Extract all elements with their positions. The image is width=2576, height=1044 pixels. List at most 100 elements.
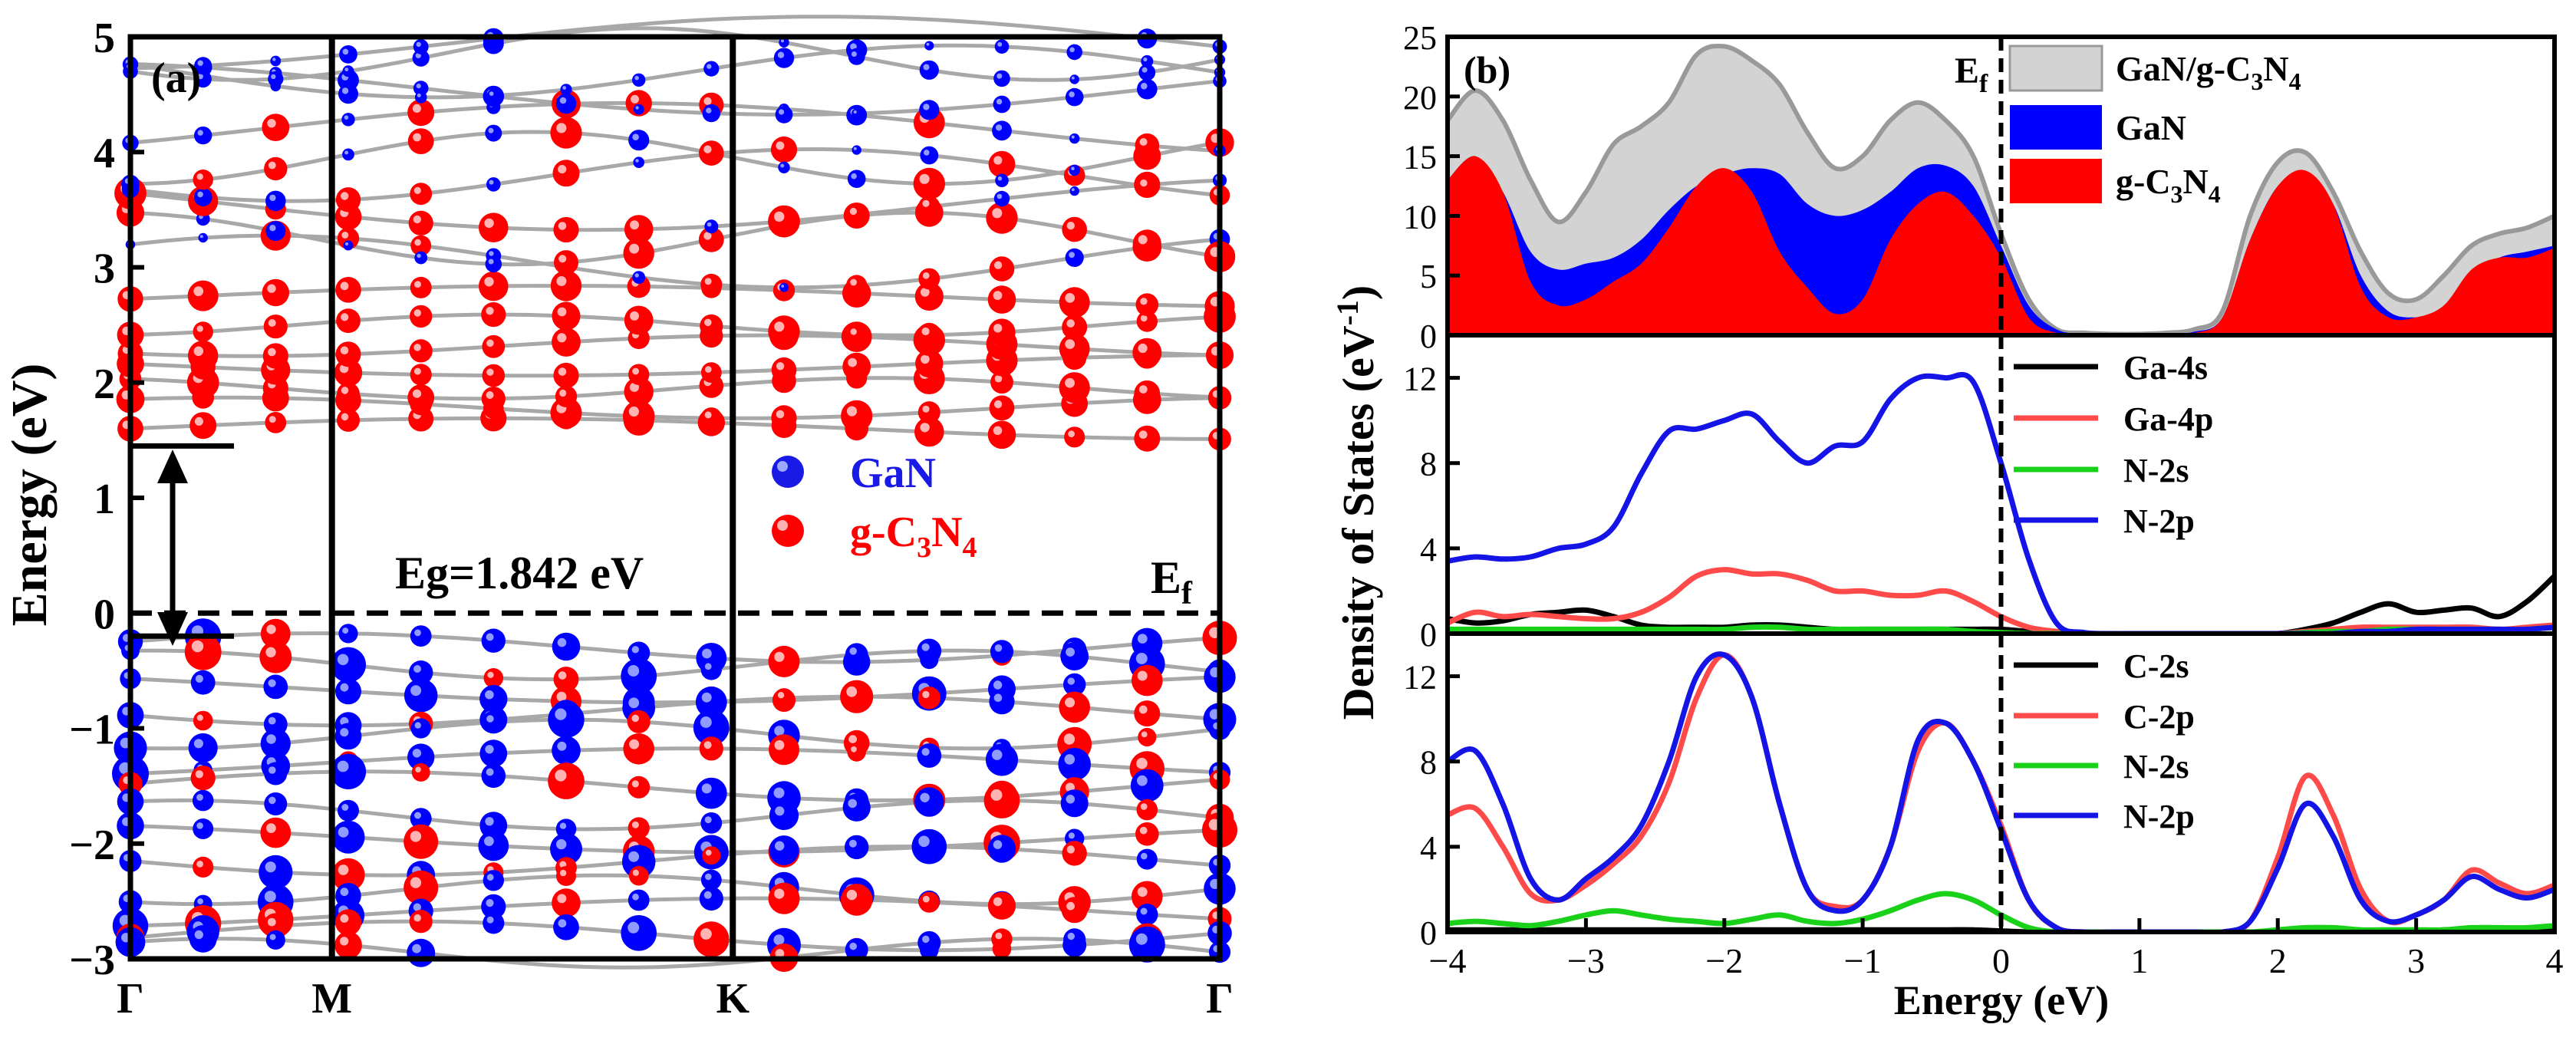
dot-highlight (265, 647, 276, 657)
dot-highlight (266, 624, 276, 634)
gan-band-dot (917, 743, 942, 768)
dot-highlight (776, 410, 785, 419)
gan-band-dot (189, 925, 217, 953)
dot-highlight (341, 192, 349, 200)
dot-highlight (558, 367, 567, 376)
band-line (130, 312, 1220, 338)
gcn-band-dot (770, 136, 798, 163)
band-line (130, 919, 1220, 953)
dot-highlight (557, 894, 567, 904)
dot-highlight (562, 86, 567, 90)
dot-highlight (921, 327, 930, 336)
dot-highlight (484, 277, 494, 287)
dot-highlight (338, 865, 349, 875)
fermi-b-e: E (1955, 51, 1979, 91)
gcn-band-dot (259, 641, 292, 673)
band-line (130, 353, 1220, 378)
dot-highlight (1138, 705, 1148, 714)
band-line (130, 100, 1220, 153)
dos-y-tick-label: 8 (1420, 446, 1437, 483)
gcn-band-dot (193, 170, 213, 190)
dot-highlight (341, 413, 349, 421)
dot-highlight (780, 39, 785, 43)
band-line (130, 233, 1220, 290)
gcn-band-dot (988, 318, 1016, 346)
gan-band-dot (414, 251, 428, 265)
dot-highlight (1141, 82, 1148, 90)
dot-highlight (846, 686, 858, 697)
band-line (130, 283, 1220, 308)
gan-band-dot (548, 701, 585, 738)
dot-highlight (851, 173, 857, 179)
gcn-band-dot (335, 341, 361, 367)
dot-highlight (774, 888, 785, 899)
gcn-band-dot (917, 401, 940, 424)
gcn-band-dot (699, 140, 724, 166)
gcn-band-dot (840, 884, 873, 916)
fermi-b-sub: f (1979, 70, 1988, 98)
gcn-band-dot (263, 315, 288, 339)
legend-gcn-swatch (2010, 159, 2102, 203)
gan-band-dot (338, 799, 359, 822)
gan-band-dot (704, 219, 719, 234)
gcn-band-dot (1135, 133, 1160, 158)
dot-highlight (774, 726, 785, 736)
dot-highlight (1067, 677, 1076, 685)
gcn-band-dot (548, 762, 585, 799)
gcn-band-dot (913, 167, 946, 200)
gcn-band-dot (335, 187, 361, 212)
dot-highlight (1069, 252, 1075, 259)
kpoint-label: Γ (1206, 975, 1234, 1023)
gcn-band-dot (481, 387, 506, 411)
gan-band-dot (1066, 44, 1082, 61)
dot-highlight (921, 748, 930, 756)
legend-gan-marker (772, 456, 804, 488)
gcn-band-dot (193, 710, 213, 731)
dot-highlight (558, 255, 567, 263)
gcn-band-dot (555, 385, 578, 407)
gan-band-dot (555, 93, 577, 114)
band-line (130, 717, 1220, 751)
dot-highlight (921, 354, 930, 364)
dot-highlight (705, 873, 712, 881)
dot-highlight (341, 87, 349, 94)
gan-band-dot (560, 84, 572, 96)
panel-b-fermi-label: Ef (1955, 51, 1988, 98)
dot-highlight (848, 839, 857, 848)
gcn-band-dot (847, 743, 866, 762)
dot-highlight (556, 123, 567, 133)
dot-highlight (264, 891, 276, 903)
dot-highlight (1139, 826, 1148, 835)
gcn-band-dot (1135, 175, 1159, 198)
gcn-band-dot (624, 305, 654, 335)
dot-highlight (412, 104, 422, 113)
gcn-band-dot (190, 766, 216, 791)
dot-highlight (1064, 754, 1076, 765)
gan-band-dot (1060, 789, 1089, 818)
gcn-band-dot (699, 736, 723, 761)
dot-highlight (196, 822, 203, 829)
gcn-band-dot (1132, 664, 1163, 697)
gan-band-dot (779, 282, 789, 292)
dot-highlight (994, 644, 1003, 652)
gan-band-dot (1069, 133, 1080, 144)
dot-highlight (1069, 47, 1075, 53)
dot-highlight (272, 58, 276, 61)
band-line (130, 210, 1220, 267)
gcn-band-dot (628, 865, 649, 886)
dot-highlight (484, 836, 494, 846)
dot-highlight (197, 191, 203, 198)
gan-band-dot (994, 39, 1010, 54)
dot-highlight (413, 914, 421, 922)
dot-highlight (486, 916, 494, 924)
dot-highlight (704, 663, 712, 670)
gan-band-dot (775, 106, 793, 124)
projected-band-dots (112, 28, 1237, 972)
dot-highlight (632, 893, 639, 901)
gcn-band-dot (334, 931, 362, 960)
gan-band-dot (920, 146, 939, 165)
dot-highlight (410, 685, 422, 697)
dot-highlight (489, 179, 494, 185)
gcn-band-dot (624, 215, 654, 244)
